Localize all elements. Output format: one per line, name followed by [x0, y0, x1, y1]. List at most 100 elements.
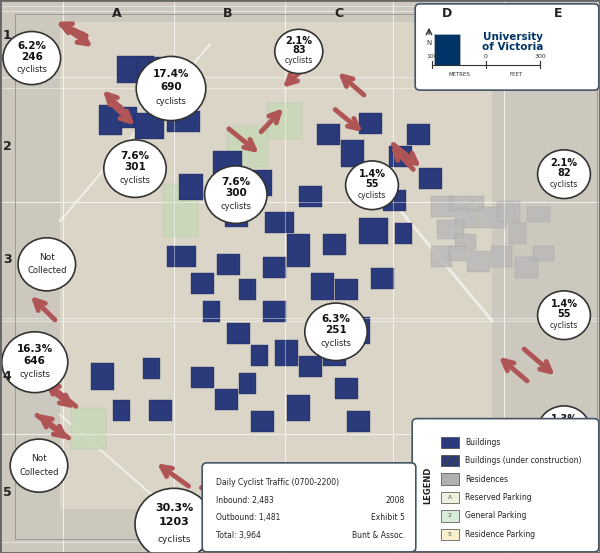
Bar [299, 356, 322, 377]
Bar [407, 124, 430, 145]
Text: 2008: 2008 [386, 495, 405, 505]
Bar [167, 246, 196, 267]
Bar [179, 174, 203, 200]
Bar [225, 206, 248, 227]
Bar [99, 105, 122, 135]
Bar [491, 246, 512, 267]
Bar [217, 254, 240, 275]
Bar [479, 207, 506, 228]
Bar [441, 455, 459, 466]
Bar [455, 234, 476, 250]
Bar [441, 436, 459, 448]
Bar [60, 22, 492, 509]
Bar [383, 190, 406, 211]
Text: Buildings (under construction): Buildings (under construction) [465, 456, 581, 465]
Text: 300: 300 [534, 54, 546, 59]
Bar [431, 246, 452, 267]
Text: 1.4%: 1.4% [359, 169, 386, 179]
Text: 646: 646 [24, 356, 46, 366]
Text: University: University [483, 32, 543, 42]
Bar [317, 124, 340, 145]
Circle shape [135, 488, 213, 553]
Text: Not: Not [31, 455, 47, 463]
Text: D: D [442, 7, 452, 20]
Bar [395, 223, 412, 244]
Text: N: N [427, 40, 431, 45]
Text: 2.1%: 2.1% [286, 36, 313, 46]
Bar [371, 268, 394, 289]
Bar [515, 257, 538, 278]
Bar [213, 151, 242, 181]
Circle shape [205, 166, 267, 223]
Text: 1.4%: 1.4% [551, 299, 577, 309]
Text: 2: 2 [3, 140, 11, 153]
Bar [449, 196, 466, 211]
Text: Residence Parking: Residence Parking [465, 530, 535, 539]
Text: 17.4%: 17.4% [153, 69, 189, 79]
Bar [113, 400, 130, 421]
Bar [497, 201, 520, 222]
Circle shape [538, 291, 590, 340]
Bar [389, 146, 412, 167]
Text: 82: 82 [557, 168, 571, 178]
Circle shape [2, 332, 68, 393]
Text: 7.6%: 7.6% [221, 177, 250, 187]
Bar [419, 168, 442, 189]
Text: 1.3%: 1.3% [551, 414, 577, 424]
Text: A: A [448, 495, 452, 500]
Text: Exhibit 5: Exhibit 5 [371, 513, 405, 523]
Bar [533, 246, 554, 261]
Bar [335, 279, 358, 300]
Text: 301: 301 [124, 162, 146, 172]
Text: Inbound: 2,483: Inbound: 2,483 [216, 495, 274, 505]
Text: 3: 3 [3, 253, 11, 267]
Bar [251, 345, 268, 366]
Bar [347, 411, 370, 432]
Text: Reserved Parking: Reserved Parking [465, 493, 532, 502]
Bar [441, 510, 459, 521]
Text: cyclists: cyclists [16, 65, 47, 74]
Text: General Parking: General Parking [465, 512, 526, 520]
Bar [341, 140, 364, 167]
Text: 52: 52 [557, 424, 571, 434]
Bar [191, 273, 214, 294]
Bar [239, 373, 256, 394]
Bar [215, 389, 238, 410]
Text: B: B [223, 7, 233, 20]
Text: cyclists: cyclists [550, 180, 578, 189]
Bar [249, 170, 272, 196]
Circle shape [538, 150, 590, 199]
Text: FEET: FEET [509, 72, 523, 77]
Bar [91, 363, 114, 390]
Bar [467, 196, 484, 211]
Text: cyclists: cyclists [550, 321, 578, 330]
FancyBboxPatch shape [412, 419, 599, 552]
Text: cyclists: cyclists [220, 202, 251, 211]
Bar [275, 340, 298, 366]
Bar [323, 234, 346, 255]
Text: 6.2%: 6.2% [17, 41, 46, 51]
FancyBboxPatch shape [415, 4, 599, 90]
Bar [263, 301, 286, 322]
Text: 0: 0 [484, 54, 488, 59]
Bar [135, 113, 164, 139]
Circle shape [346, 161, 398, 210]
Text: 2.1%: 2.1% [551, 158, 577, 168]
Text: Buildings: Buildings [465, 438, 500, 447]
Bar [359, 113, 382, 134]
Text: cyclists: cyclists [157, 535, 191, 544]
Bar [287, 234, 310, 267]
Bar [347, 317, 370, 344]
Bar [143, 358, 160, 379]
Bar [167, 111, 200, 132]
Text: 300: 300 [225, 188, 247, 198]
Circle shape [275, 29, 323, 74]
Text: METRES: METRES [448, 72, 470, 77]
Circle shape [136, 56, 206, 121]
Text: E: E [554, 7, 562, 20]
Text: C: C [334, 7, 344, 20]
Text: 16.3%: 16.3% [17, 343, 53, 353]
Text: 1203: 1203 [158, 518, 190, 528]
Bar [527, 207, 550, 222]
Text: Bunt & Assoc.: Bunt & Assoc. [352, 531, 405, 540]
